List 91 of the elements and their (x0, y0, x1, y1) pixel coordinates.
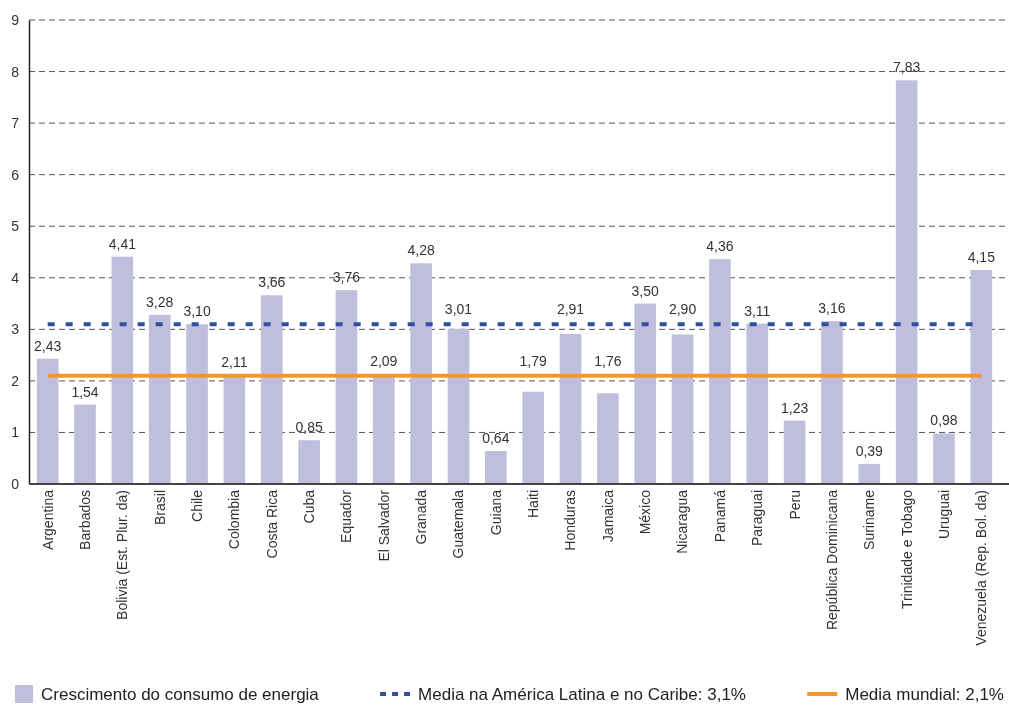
data-label: 3,16 (818, 300, 846, 317)
x-tick-label: México (637, 489, 654, 535)
data-label: 3,50 (631, 282, 660, 299)
y-tick-label: 9 (11, 11, 20, 28)
x-tick-label: Costa Rica (263, 489, 280, 559)
bar (597, 393, 619, 484)
data-label: 3,01 (444, 301, 473, 318)
bar (895, 80, 918, 484)
bar (746, 323, 769, 484)
x-tick-label: Peru (786, 490, 803, 520)
bar (858, 463, 881, 484)
y-tick-label: 2 (11, 372, 20, 389)
y-tick-label: 4 (11, 269, 20, 286)
x-tick-label: Equador (338, 489, 355, 543)
x-tick-label: Granada (413, 489, 430, 545)
data-label: 2,91 (556, 301, 585, 318)
x-tick-label: Honduras (562, 490, 579, 551)
data-label: 3,10 (183, 303, 211, 320)
y-tick-label: 6 (11, 166, 20, 183)
data-label: 2,90 (668, 301, 697, 318)
x-tick-label: Panamá (711, 489, 728, 543)
data-label: 4,41 (108, 235, 137, 252)
x-tick-label: Cuba (301, 489, 317, 524)
bar (447, 328, 470, 484)
y-tick-label: 0 (11, 475, 20, 492)
bar (186, 324, 208, 484)
data-label: 3,66 (258, 274, 286, 291)
x-tick-label: Guiana (487, 489, 504, 536)
data-label: 2,09 (370, 352, 398, 369)
data-label: 2,43 (34, 337, 62, 354)
bar (74, 404, 96, 484)
bar (485, 451, 507, 484)
bar (111, 256, 134, 484)
x-tick-label: Barbados (76, 490, 93, 550)
data-label: 1,54 (71, 383, 99, 400)
data-label: 0,98 (930, 412, 958, 429)
x-tick-label: Trinidade e Tobago (898, 489, 915, 610)
x-tick-label: Uruguai (935, 490, 952, 540)
bar (410, 263, 432, 484)
x-tick-label: Chile (188, 489, 205, 522)
y-tick-label: 5 (11, 218, 20, 235)
y-tick-label: 3 (11, 321, 20, 338)
x-tick-label: El Salvador (375, 489, 392, 562)
x-tick-label: Brasil (151, 490, 168, 526)
x-tick-label: Colombia (226, 489, 243, 550)
data-label: 1,23 (780, 399, 809, 416)
bar (559, 333, 582, 484)
legend-label: Crescimento do consumo de energia (41, 684, 320, 704)
bar (671, 334, 694, 484)
bar (148, 314, 171, 484)
bar (821, 321, 843, 484)
data-label: 7,83 (893, 59, 921, 76)
x-tick-label: Argentina (39, 489, 56, 550)
legend-label: Media mundial: 2,1% (845, 684, 1004, 704)
bar (933, 433, 955, 484)
x-tick-label: Haiti (525, 490, 542, 519)
bar (335, 290, 358, 484)
data-label: 0,85 (295, 419, 323, 436)
bar (709, 259, 731, 484)
x-tick-label: Venezuela (Rep. Bol. da) (973, 490, 990, 646)
x-tick-label: Paraguai (749, 490, 766, 547)
y-tick-label: 1 (11, 424, 20, 441)
bar (522, 391, 544, 484)
data-label: 1,76 (594, 352, 622, 369)
data-label: 4,36 (706, 238, 734, 255)
bar (634, 303, 657, 484)
bar (372, 376, 395, 484)
data-label: 3,28 (146, 293, 174, 310)
x-tick-label: Guatemala (450, 489, 467, 559)
data-label: 0,39 (855, 442, 884, 459)
y-tick-label: 8 (11, 63, 20, 80)
x-tick-label: Bolivia (Est. Plur. da) (114, 490, 131, 620)
data-label: 2,11 (221, 354, 248, 371)
bar (260, 295, 283, 484)
bar (223, 375, 246, 484)
data-label: 1,79 (519, 352, 548, 369)
data-label: 3,76 (332, 269, 361, 286)
data-label: 0,64 (482, 430, 510, 446)
x-tick-label: Jamaica (599, 489, 616, 543)
bar (970, 270, 993, 484)
data-label: 3,11 (744, 302, 771, 319)
x-tick-label: Suriname (861, 489, 878, 550)
bar (36, 358, 59, 484)
bar (783, 420, 806, 484)
bar (298, 440, 320, 484)
legend-label: Media na América Latina e no Caribe: 3,1% (418, 684, 746, 704)
y-tick-label: 7 (11, 115, 20, 132)
x-tick-label: República Dominicana (823, 489, 840, 631)
data-label: 4,28 (407, 242, 435, 259)
data-label: 4,15 (967, 249, 996, 266)
x-tick-label: Nicaragua (674, 489, 691, 554)
